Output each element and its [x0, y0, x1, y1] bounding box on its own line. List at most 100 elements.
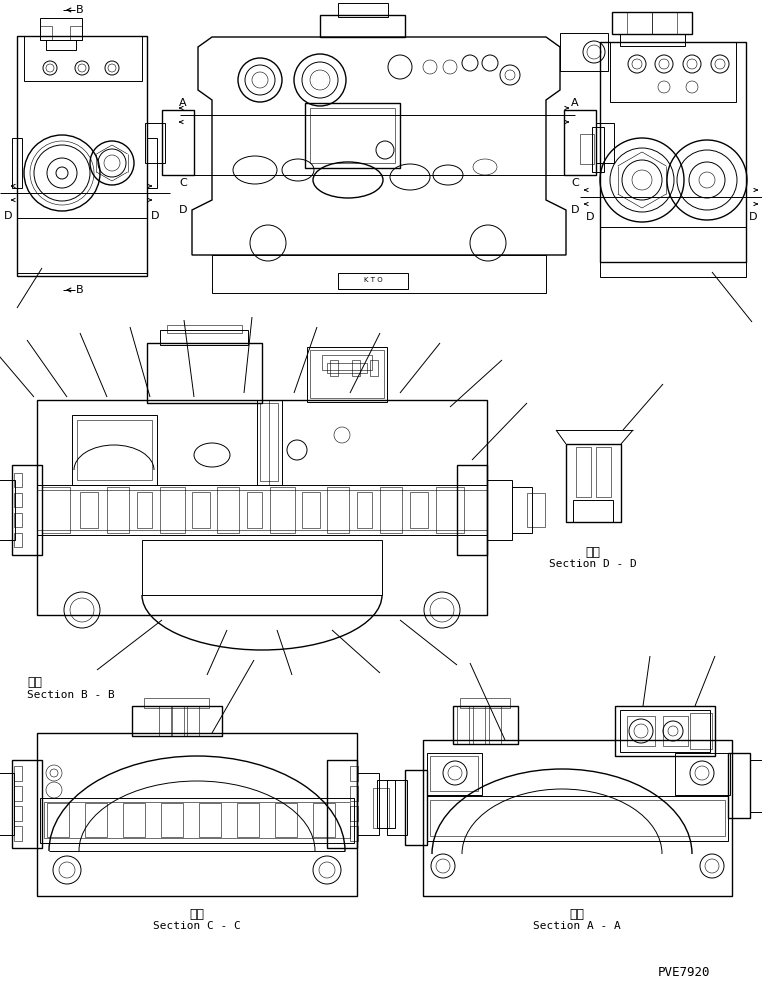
- Bar: [690, 713, 712, 749]
- Bar: [17, 218, 147, 273]
- Bar: [40, 26, 52, 40]
- Bar: [327, 363, 367, 373]
- Bar: [275, 803, 297, 837]
- Bar: [489, 706, 501, 744]
- Bar: [610, 42, 736, 102]
- Bar: [14, 493, 22, 507]
- Bar: [302, 492, 320, 528]
- Bar: [212, 255, 546, 293]
- Bar: [14, 806, 22, 821]
- Bar: [161, 803, 183, 837]
- Bar: [37, 733, 357, 896]
- Bar: [14, 786, 22, 801]
- Bar: [350, 826, 358, 841]
- Text: 断面: 断面: [190, 907, 204, 920]
- Bar: [320, 15, 405, 37]
- Bar: [145, 123, 165, 163]
- Bar: [615, 706, 715, 756]
- Bar: [310, 350, 384, 398]
- Bar: [305, 103, 400, 168]
- Text: C: C: [571, 178, 579, 188]
- Bar: [453, 706, 518, 744]
- Bar: [357, 773, 379, 835]
- Bar: [457, 706, 469, 744]
- Bar: [663, 716, 688, 746]
- Bar: [460, 698, 510, 708]
- Bar: [160, 330, 248, 345]
- Bar: [430, 800, 725, 836]
- Bar: [0, 480, 15, 540]
- Bar: [566, 444, 621, 522]
- Text: B: B: [76, 285, 84, 295]
- Bar: [12, 465, 42, 555]
- Bar: [107, 487, 129, 533]
- Bar: [592, 127, 604, 172]
- Bar: [307, 347, 387, 402]
- Bar: [270, 487, 295, 533]
- Bar: [160, 487, 185, 533]
- Bar: [564, 110, 596, 175]
- Bar: [70, 26, 82, 40]
- Bar: [72, 415, 157, 485]
- Bar: [436, 487, 464, 533]
- Bar: [14, 473, 22, 487]
- Bar: [144, 698, 209, 708]
- Bar: [167, 325, 242, 333]
- Bar: [0, 773, 14, 835]
- Text: Section A - A: Section A - A: [533, 921, 621, 931]
- Text: D: D: [151, 211, 159, 221]
- Bar: [40, 18, 82, 40]
- Bar: [46, 40, 76, 50]
- Bar: [750, 760, 762, 812]
- Bar: [310, 108, 395, 163]
- Bar: [527, 493, 545, 527]
- Bar: [330, 360, 338, 376]
- Bar: [350, 786, 358, 801]
- Bar: [85, 803, 107, 837]
- Text: 断面: 断面: [569, 907, 584, 920]
- Bar: [338, 273, 408, 289]
- Bar: [457, 465, 487, 555]
- Text: D: D: [749, 212, 757, 222]
- Bar: [24, 36, 142, 81]
- Bar: [77, 420, 152, 480]
- Bar: [405, 770, 427, 845]
- Bar: [327, 760, 357, 848]
- Bar: [580, 134, 594, 164]
- Bar: [322, 355, 372, 370]
- Text: A: A: [571, 98, 578, 108]
- Bar: [37, 400, 487, 615]
- Bar: [627, 12, 652, 34]
- Text: Section B - B: Section B - B: [27, 690, 115, 700]
- Bar: [612, 12, 692, 34]
- Bar: [410, 492, 428, 528]
- Bar: [14, 766, 22, 781]
- Bar: [132, 706, 222, 736]
- Bar: [147, 138, 157, 188]
- Bar: [600, 227, 746, 277]
- Bar: [352, 360, 360, 376]
- Bar: [37, 490, 487, 530]
- Bar: [338, 3, 388, 17]
- Bar: [512, 487, 532, 533]
- Bar: [576, 447, 591, 497]
- Bar: [237, 803, 259, 837]
- Bar: [627, 716, 655, 746]
- Bar: [12, 138, 22, 188]
- Bar: [573, 500, 613, 522]
- Text: 断面: 断面: [27, 677, 42, 690]
- Bar: [596, 123, 614, 163]
- Bar: [260, 403, 278, 481]
- Bar: [257, 400, 282, 485]
- Bar: [40, 798, 354, 843]
- Bar: [199, 803, 221, 837]
- Text: C: C: [179, 178, 187, 188]
- Bar: [675, 753, 730, 795]
- Bar: [172, 706, 184, 736]
- Text: D: D: [178, 205, 187, 215]
- Bar: [350, 806, 358, 821]
- Bar: [80, 492, 98, 528]
- Bar: [487, 480, 512, 540]
- Bar: [17, 36, 147, 276]
- Bar: [147, 343, 262, 403]
